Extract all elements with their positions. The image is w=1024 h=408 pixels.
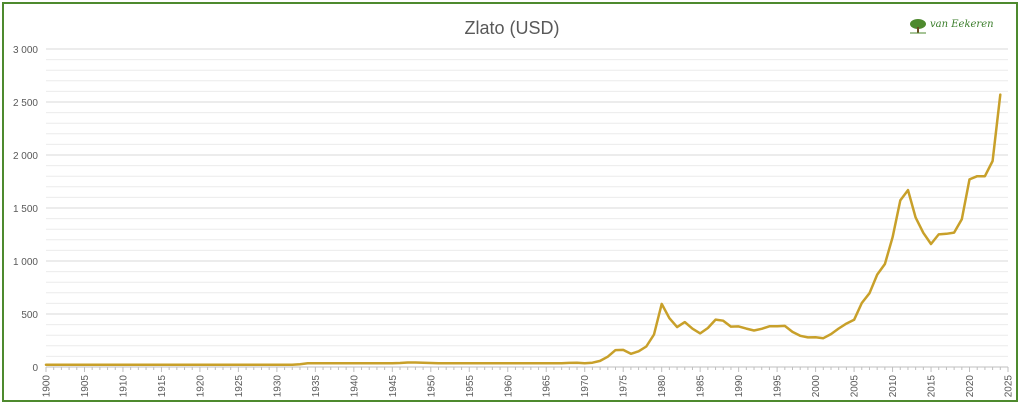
x-tick-label: 1985 bbox=[696, 375, 707, 398]
x-tick-label: 1910 bbox=[118, 375, 129, 398]
x-tick-label: 1980 bbox=[657, 375, 668, 398]
y-tick-label: 500 bbox=[21, 310, 38, 321]
x-tick-label: 1995 bbox=[773, 375, 784, 398]
y-tick-label: 0 bbox=[32, 363, 38, 374]
y-tick-label: 1 500 bbox=[13, 204, 38, 215]
x-tick-label: 1970 bbox=[580, 375, 591, 398]
x-tick-label: 1975 bbox=[619, 375, 630, 398]
x-tick-label: 1920 bbox=[195, 375, 206, 398]
x-tick-label: 1905 bbox=[80, 375, 91, 398]
x-tick-label: 1950 bbox=[426, 375, 437, 398]
x-tick-label: 2010 bbox=[888, 375, 899, 398]
chart-title: Zlato (USD) bbox=[464, 18, 560, 38]
x-tick-label: 2020 bbox=[965, 375, 976, 398]
x-tick-label: 1925 bbox=[234, 375, 245, 398]
y-tick-label: 2 000 bbox=[13, 151, 38, 162]
y-tick-label: 2 500 bbox=[13, 98, 38, 109]
x-tick-label: 1960 bbox=[503, 375, 514, 398]
x-tick-label: 1940 bbox=[349, 375, 360, 398]
x-tick-label: 2015 bbox=[927, 375, 938, 398]
x-tick-label: 2000 bbox=[811, 375, 822, 398]
logo: van Eekeren bbox=[908, 18, 1008, 38]
x-tick-label: 1915 bbox=[157, 375, 168, 398]
x-tick-label: 1900 bbox=[42, 375, 53, 398]
gold-price-line bbox=[44, 93, 1002, 367]
x-tick-label: 1945 bbox=[388, 375, 399, 398]
x-tick-label: 1955 bbox=[465, 375, 476, 398]
tree-icon bbox=[910, 19, 926, 34]
x-tick-label: 1930 bbox=[272, 375, 283, 398]
y-tick-label: 1 000 bbox=[13, 257, 38, 268]
x-tick-label: 2025 bbox=[1004, 375, 1015, 398]
x-tick-label: 1965 bbox=[542, 375, 553, 398]
x-tick-label: 1935 bbox=[311, 375, 322, 398]
logo-text: van Eekeren bbox=[930, 19, 994, 30]
y-tick-label: 3 000 bbox=[13, 45, 38, 56]
x-tick-label: 2005 bbox=[850, 375, 861, 398]
x-tick-label: 1990 bbox=[734, 375, 745, 398]
